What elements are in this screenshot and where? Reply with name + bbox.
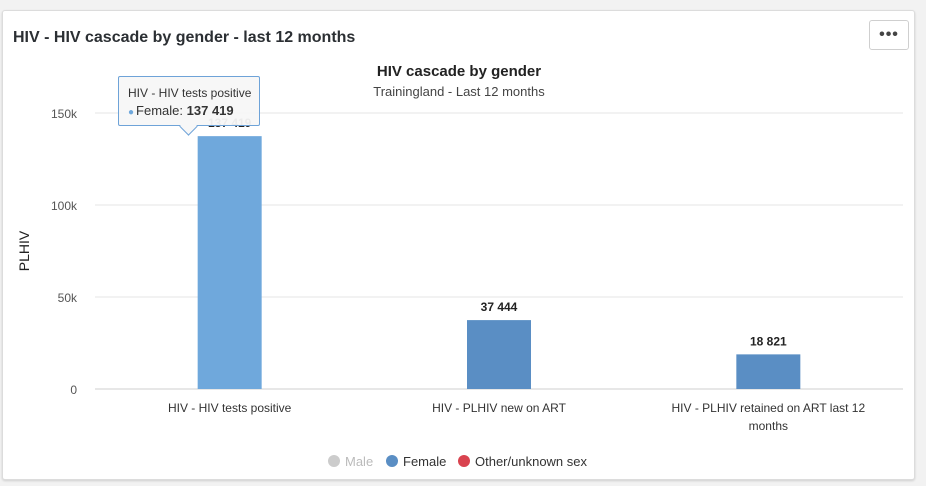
- legend-label: Female: [403, 454, 446, 469]
- chart-title: HIV cascade by gender: [377, 63, 541, 80]
- ellipsis-icon: •••: [879, 26, 899, 43]
- y-axis-title: PLHIV: [16, 230, 32, 271]
- legend-item[interactable]: Other/unknown sex: [458, 454, 588, 469]
- legend-item[interactable]: Male: [328, 454, 373, 469]
- y-tick-label: 150k: [51, 107, 78, 121]
- more-options-button[interactable]: •••: [869, 20, 909, 50]
- y-tick-label: 0: [70, 383, 77, 397]
- legend-label: Male: [345, 454, 373, 469]
- y-tick-label: 100k: [51, 199, 78, 213]
- legend-dot-icon: [386, 455, 398, 467]
- x-tick-label: months: [749, 419, 788, 433]
- bars: [197, 136, 801, 389]
- bar[interactable]: [467, 320, 531, 389]
- x-tick-label: HIV - PLHIV new on ART: [432, 401, 567, 415]
- y-axis: 0 50k 100k 150k: [51, 107, 78, 397]
- y-tick-label: 50k: [58, 291, 78, 305]
- legend: Male Female Other/unknown sex: [328, 454, 588, 469]
- legend-item[interactable]: Female: [386, 454, 446, 469]
- tooltip-label: Female:: [136, 103, 184, 118]
- data-label: 18 821: [750, 334, 787, 348]
- bar[interactable]: [736, 354, 801, 389]
- bar[interactable]: [197, 136, 262, 389]
- chart-subtitle: Trainingland - Last 12 months: [373, 84, 545, 99]
- tooltip: HIV - HIV tests positive ● Female: 137 41…: [118, 76, 260, 136]
- x-tick-label: HIV - PLHIV retained on ART last 12: [671, 401, 865, 415]
- card-title: HIV - HIV cascade by gender - last 12 mo…: [13, 29, 356, 46]
- legend-dot-icon: [328, 455, 340, 467]
- x-tick-label: HIV - HIV tests positive: [168, 401, 292, 415]
- legend-label: Other/unknown sex: [475, 454, 588, 469]
- x-axis: HIV - HIV tests positive HIV - PLHIV new …: [168, 401, 866, 433]
- legend-dot-icon: [458, 455, 470, 467]
- tooltip-dot-icon: ●: [128, 107, 135, 118]
- tooltip-value: 137 419: [186, 103, 234, 118]
- tooltip-series: HIV - HIV tests positive: [128, 86, 252, 100]
- data-label: 37 444: [481, 300, 518, 314]
